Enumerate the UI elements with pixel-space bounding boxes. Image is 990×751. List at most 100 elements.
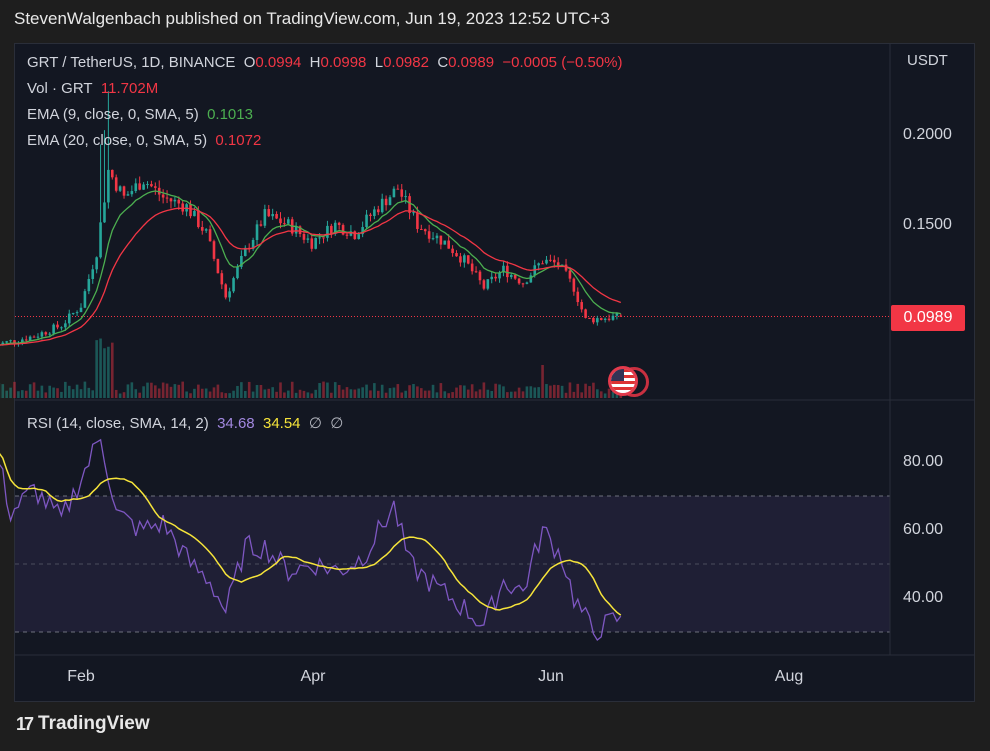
volume-bar: [431, 384, 435, 398]
volume-bar: [314, 389, 317, 398]
candle-body: [75, 312, 79, 314]
volume-bar: [333, 382, 337, 398]
volume-bar: [588, 386, 591, 398]
candle-body: [189, 204, 192, 217]
candle-body: [83, 291, 87, 308]
candle-body: [466, 255, 470, 264]
volume-bar: [423, 390, 427, 398]
volume-bar: [553, 384, 556, 398]
volume-bar: [40, 385, 44, 398]
candle-body: [95, 257, 98, 270]
candle-body: [173, 199, 177, 202]
candle-body: [412, 212, 415, 214]
currency-label[interactable]: USDT: [907, 52, 948, 69]
volume-bar: [193, 388, 196, 398]
legend-ema20[interactable]: EMA (20, close, 0, SMA, 5) 0.1072: [27, 132, 261, 149]
ema9-line: [0, 190, 621, 346]
candle-body: [330, 225, 333, 234]
volume-bar: [490, 390, 494, 398]
candle-body: [494, 276, 497, 279]
candle-body: [556, 262, 560, 266]
candle-body: [365, 214, 368, 228]
volume-bar: [455, 387, 458, 398]
candle-body: [287, 219, 290, 224]
legend-volume[interactable]: Vol · GRT 11.702M: [27, 80, 158, 97]
candle-body: [502, 265, 505, 273]
candle-body: [275, 214, 278, 219]
volume-bar: [576, 383, 580, 398]
volume-bar: [91, 390, 95, 398]
volume-bar: [451, 392, 454, 398]
candle-body: [506, 265, 509, 278]
legend-rsi[interactable]: RSI (14, close, SMA, 14, 2) 34.68 34.54 …: [27, 414, 343, 432]
volume-bar: [64, 381, 67, 398]
volume-bar: [79, 389, 83, 398]
volume-bar: [443, 391, 447, 398]
candle-body: [431, 238, 435, 240]
tradingview-logo-icon: 17: [16, 713, 34, 734]
rsi-line: [0, 438, 622, 641]
candle-body: [32, 336, 36, 338]
legend-ema9[interactable]: EMA (9, close, 0, SMA, 5) 0.1013: [27, 106, 253, 123]
volume-bar: [357, 388, 361, 398]
volume-bar: [177, 384, 181, 398]
volume-bar: [447, 393, 450, 398]
legend-low: 0.0982: [383, 54, 429, 71]
legend-h-label: H: [309, 54, 321, 71]
volume-bar: [107, 346, 110, 398]
candle-body: [283, 223, 286, 225]
volume-bar: [5, 390, 8, 398]
volume-bar: [99, 338, 102, 398]
x-tick-apr: Apr: [300, 668, 326, 685]
volume-bar: [412, 384, 415, 398]
volume-bar: [517, 387, 521, 398]
price-tick-0.1500: 0.1500: [903, 216, 952, 233]
footer-brand-name: TradingView: [38, 713, 150, 734]
candle-body: [537, 263, 540, 266]
rsi-value: 34.68: [217, 415, 255, 432]
volume-bar: [17, 391, 20, 398]
candle-body: [420, 228, 423, 230]
volume-bar: [568, 382, 572, 398]
volume-bar: [318, 383, 321, 398]
candle-body: [146, 184, 149, 186]
candle-body: [447, 240, 450, 249]
volume-bar: [322, 381, 325, 398]
candle-body: [52, 324, 55, 334]
volume-bar: [341, 389, 345, 398]
candle-body: [603, 318, 607, 320]
volume-bar: [28, 384, 32, 398]
volume-bar: [580, 392, 583, 398]
volume-bar: [549, 385, 552, 398]
rsi-extra-1: ∅: [308, 415, 322, 432]
volume-bar: [232, 390, 235, 398]
footer-brand[interactable]: 17 TradingView: [16, 713, 150, 735]
volume-bar: [400, 392, 404, 398]
candle-body: [44, 332, 48, 335]
candle-body: [40, 332, 44, 337]
candle-body: [21, 339, 24, 343]
candle-body: [408, 196, 411, 213]
volume-bar: [251, 391, 255, 398]
volume-bar: [36, 390, 40, 398]
volume-bar: [525, 386, 529, 398]
candle-body: [455, 253, 458, 257]
volume-value: 11.702M: [100, 80, 159, 97]
volume-bar: [204, 388, 208, 398]
volume-bar: [283, 392, 286, 398]
us-flag-icon[interactable]: [608, 366, 638, 396]
volume-bar: [326, 382, 329, 398]
candle-body: [517, 278, 521, 284]
volume-bar: [44, 392, 48, 398]
legend-symbol[interactable]: GRT / TetherUS, 1D, BINANCE: [27, 54, 236, 71]
candle-body: [337, 222, 341, 226]
volume-bar: [83, 381, 87, 398]
candle-body: [416, 212, 419, 229]
volume-bar: [545, 384, 548, 398]
volume-bar: [592, 382, 595, 398]
candle-body: [216, 258, 220, 274]
volume-bar: [134, 389, 138, 398]
candle-body: [212, 241, 216, 259]
candle-body: [361, 227, 364, 235]
